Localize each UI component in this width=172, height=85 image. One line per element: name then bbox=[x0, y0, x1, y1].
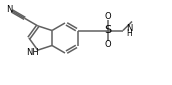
Text: N: N bbox=[126, 24, 132, 33]
Text: O: O bbox=[105, 12, 111, 21]
Text: N: N bbox=[6, 5, 13, 14]
Text: NH: NH bbox=[26, 48, 39, 57]
Text: S: S bbox=[104, 25, 112, 35]
Text: O: O bbox=[105, 40, 111, 49]
Text: H: H bbox=[126, 28, 132, 37]
